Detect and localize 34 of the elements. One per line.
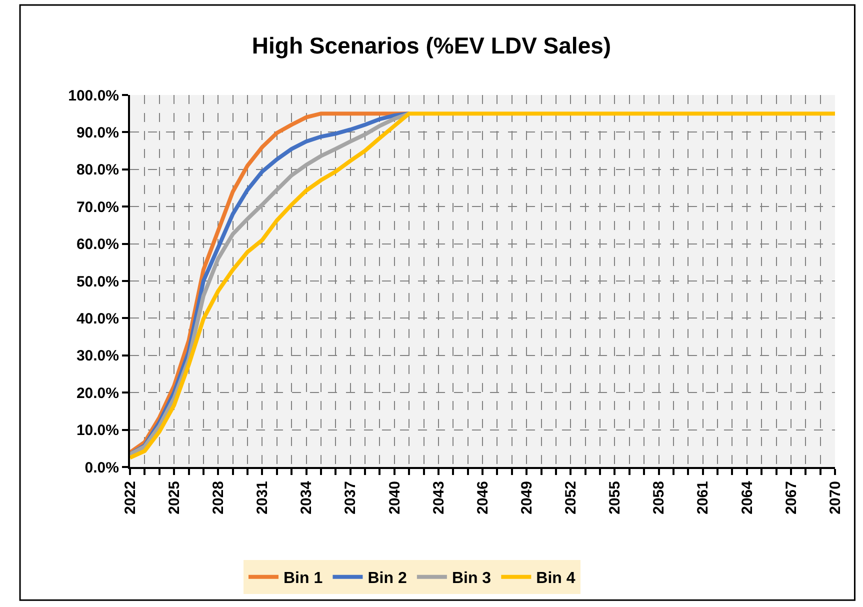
x-tick-label: 2040: [386, 481, 404, 514]
x-tick-label: 2061: [694, 481, 712, 514]
y-tick-label: 20.0%: [76, 384, 119, 402]
x-tick-label: 2067: [782, 481, 800, 514]
y-tick-label: 90.0%: [76, 124, 119, 142]
y-tick-label: 50.0%: [76, 273, 119, 290]
chart-title: High Scenarios (%EV LDV Sales): [252, 32, 612, 59]
x-tick-label: 2031: [254, 481, 272, 514]
y-tick-label: 100.0%: [68, 87, 119, 104]
y-tick-label: 30.0%: [76, 348, 119, 365]
x-tick-label: 2058: [650, 481, 668, 514]
legend-label: Bin 1: [284, 570, 323, 588]
y-tick-label: 10.0%: [76, 422, 119, 440]
x-tick-label: 2028: [210, 481, 228, 514]
y-tick-label: 80.0%: [76, 162, 119, 179]
x-tick-label: 2055: [606, 481, 624, 514]
y-tick-label: 40.0%: [76, 310, 119, 328]
y-tick-label: 0.0%: [84, 459, 119, 476]
x-tick-label: 2049: [518, 481, 536, 514]
x-tick-label: 2034: [298, 480, 316, 514]
y-tick-label: 60.0%: [76, 236, 119, 254]
x-tick-label: 2064: [738, 480, 756, 514]
x-tick-label: 2025: [166, 481, 183, 514]
legend-label: Bin 4: [536, 570, 576, 588]
legend-label: Bin 3: [452, 570, 492, 588]
x-tick-label: 2037: [342, 481, 360, 514]
x-tick-label: 2022: [122, 481, 139, 514]
x-tick-label: 2046: [474, 481, 492, 514]
x-tick-label: 2070: [826, 481, 844, 514]
x-tick-label: 2043: [430, 481, 448, 514]
legend-label: Bin 2: [368, 570, 407, 588]
y-tick-label: 70.0%: [76, 198, 119, 216]
line-series: [130, 112, 835, 460]
x-tick-label: 2052: [562, 481, 580, 514]
